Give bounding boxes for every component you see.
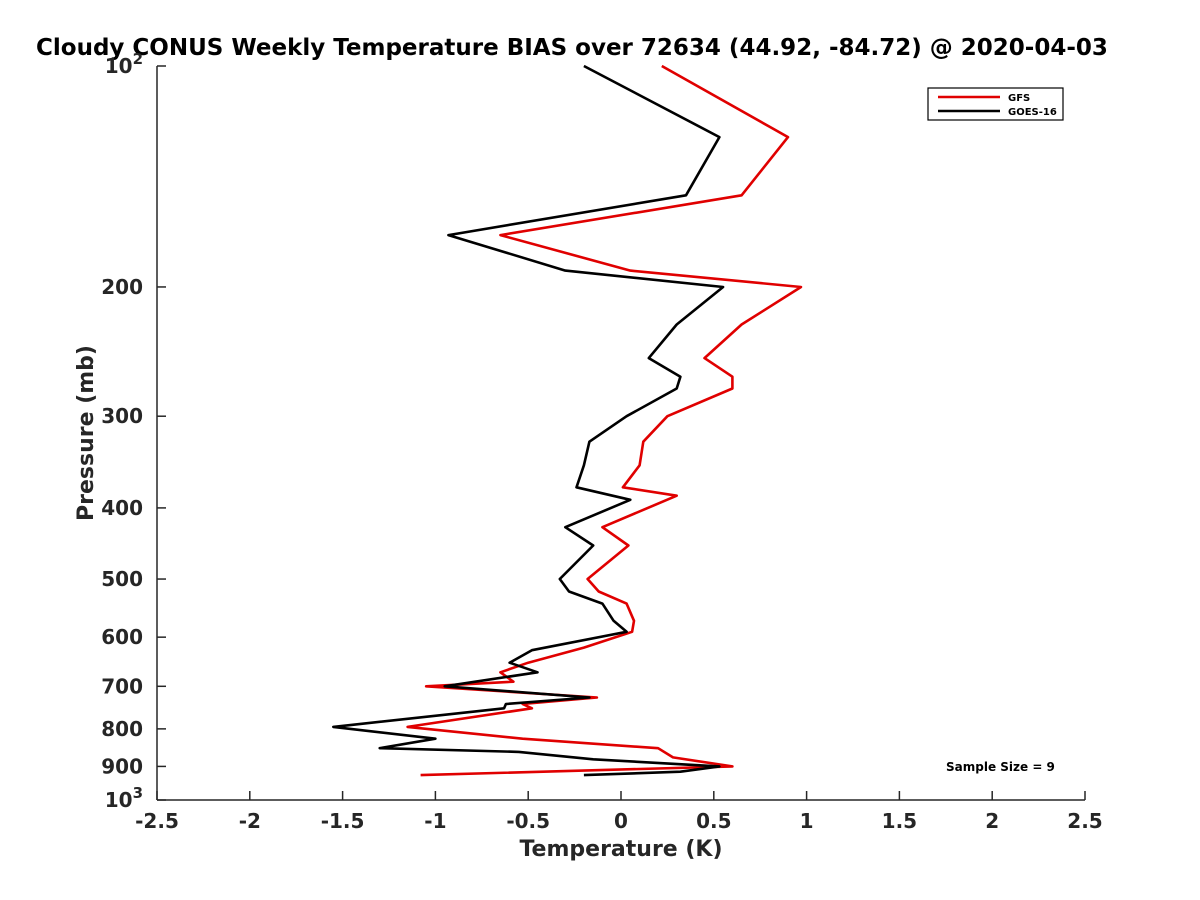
- sample-size-annotation: Sample Size = 9: [946, 760, 1055, 774]
- x-tick-label: 2.5: [1067, 809, 1102, 833]
- x-tick-label: 0: [614, 809, 628, 833]
- x-tick-label: -0.5: [506, 809, 550, 833]
- y-tick-label: 400: [101, 496, 143, 520]
- legend-label-gfs: GFS: [1008, 93, 1030, 104]
- x-tick-label: -2: [239, 809, 261, 833]
- x-tick-label: -2.5: [135, 809, 179, 833]
- series-line-gfs: [406, 64, 803, 777]
- x-axis-label: Temperature (K): [519, 837, 722, 862]
- x-tick-label: 2: [985, 809, 999, 833]
- axes-layer: -2.5 -2 -1.5 -1 -0.5 0 0.5 1 1.5 2 2.5 102 200 300 400…: [101, 50, 1102, 833]
- chart-title: Cloudy CONUS Weekly Temperature BIAS ove…: [36, 35, 1108, 61]
- x-tick-label: 0.5: [696, 809, 731, 833]
- y-tick-label: 600: [101, 625, 143, 649]
- y-tick-label: 102: [105, 50, 143, 78]
- x-tick-label: -1.5: [321, 809, 365, 833]
- y-tick-label: 900: [101, 754, 143, 778]
- y-tick-label: 500: [101, 567, 143, 591]
- series-line-goes16: [331, 64, 725, 777]
- y-tick-label: 300: [101, 404, 143, 428]
- series-layer: [331, 64, 803, 777]
- legend-box: [927, 87, 1064, 121]
- legend: GFS GOES-16: [927, 87, 1064, 121]
- x-tick-label: 1: [800, 809, 814, 833]
- y-tick-label: 800: [101, 717, 143, 741]
- x-tick-label: 1.5: [882, 809, 917, 833]
- x-tick-label: -1: [424, 809, 446, 833]
- y-tick-label: 700: [101, 674, 143, 698]
- y-tick-label: 103: [105, 784, 143, 812]
- y-axis-label: Pressure (mb): [74, 345, 99, 521]
- y-tick-label: 200: [101, 275, 143, 299]
- legend-label-goes16: GOES-16: [1008, 107, 1057, 118]
